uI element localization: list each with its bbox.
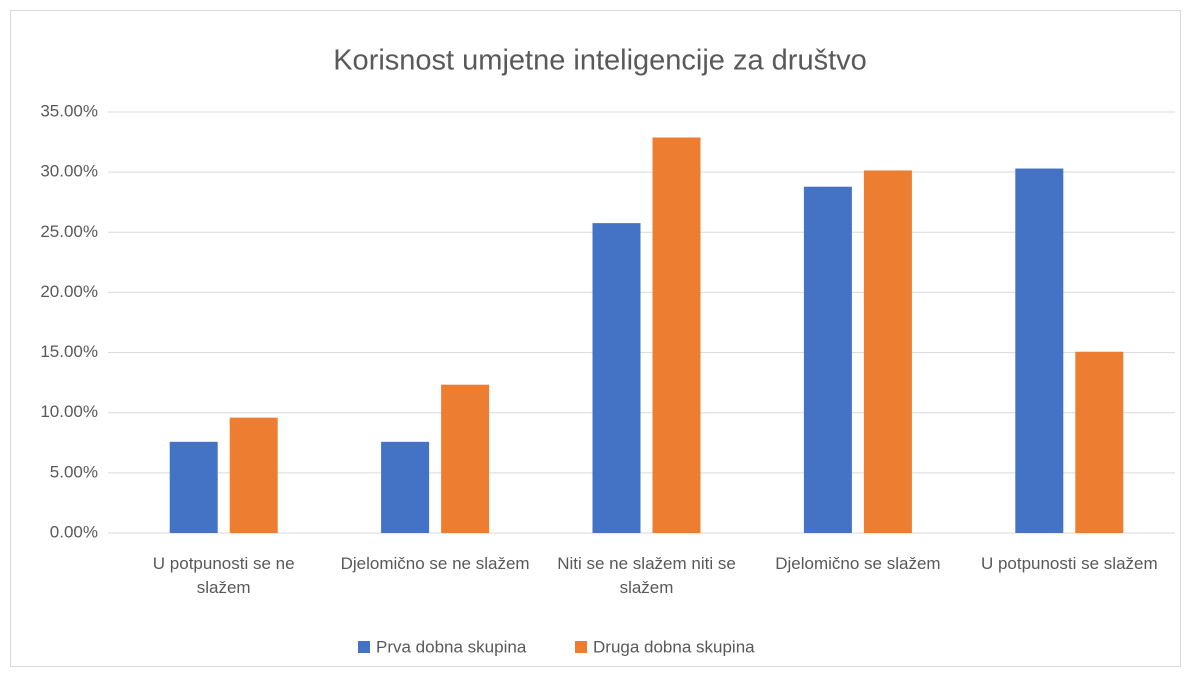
bar	[863, 170, 912, 533]
x-tick-label: U potpunosti se slažem	[980, 554, 1158, 573]
x-tick-label: Djelomično se ne slažem	[340, 554, 530, 573]
x-tick-label: Niti se ne slažem niti se slažem	[557, 554, 736, 597]
bar	[1075, 351, 1124, 533]
bar	[1015, 168, 1064, 533]
legend-swatch	[575, 641, 587, 653]
chart-title: Korisnost umjetne inteligencije za društ…	[333, 45, 867, 77]
bar	[592, 223, 641, 534]
x-tick-label: U potpunosti se ne slažem	[152, 554, 295, 597]
legend-swatch	[358, 641, 370, 653]
bar	[229, 417, 278, 533]
y-tick-label: 15.00%	[40, 342, 98, 361]
y-tick-label: 10.00%	[40, 402, 98, 421]
bar	[441, 384, 490, 533]
y-tick-label: 20.00%	[40, 282, 98, 301]
y-tick-label: 35.00%	[40, 101, 98, 120]
bar	[652, 137, 701, 534]
y-tick-label: 5.00%	[50, 462, 98, 481]
y-tick-label: 25.00%	[40, 222, 98, 241]
y-tick-label: 30.00%	[40, 162, 98, 181]
bar	[381, 441, 430, 533]
y-tick-label: 0.00%	[50, 522, 98, 541]
bar	[169, 441, 218, 533]
x-tick-label: Djelomično se slažem	[775, 554, 941, 573]
bar	[803, 186, 852, 533]
legend-label: Druga dobna skupina	[593, 637, 755, 656]
legend-label: Prva dobna skupina	[376, 637, 527, 656]
